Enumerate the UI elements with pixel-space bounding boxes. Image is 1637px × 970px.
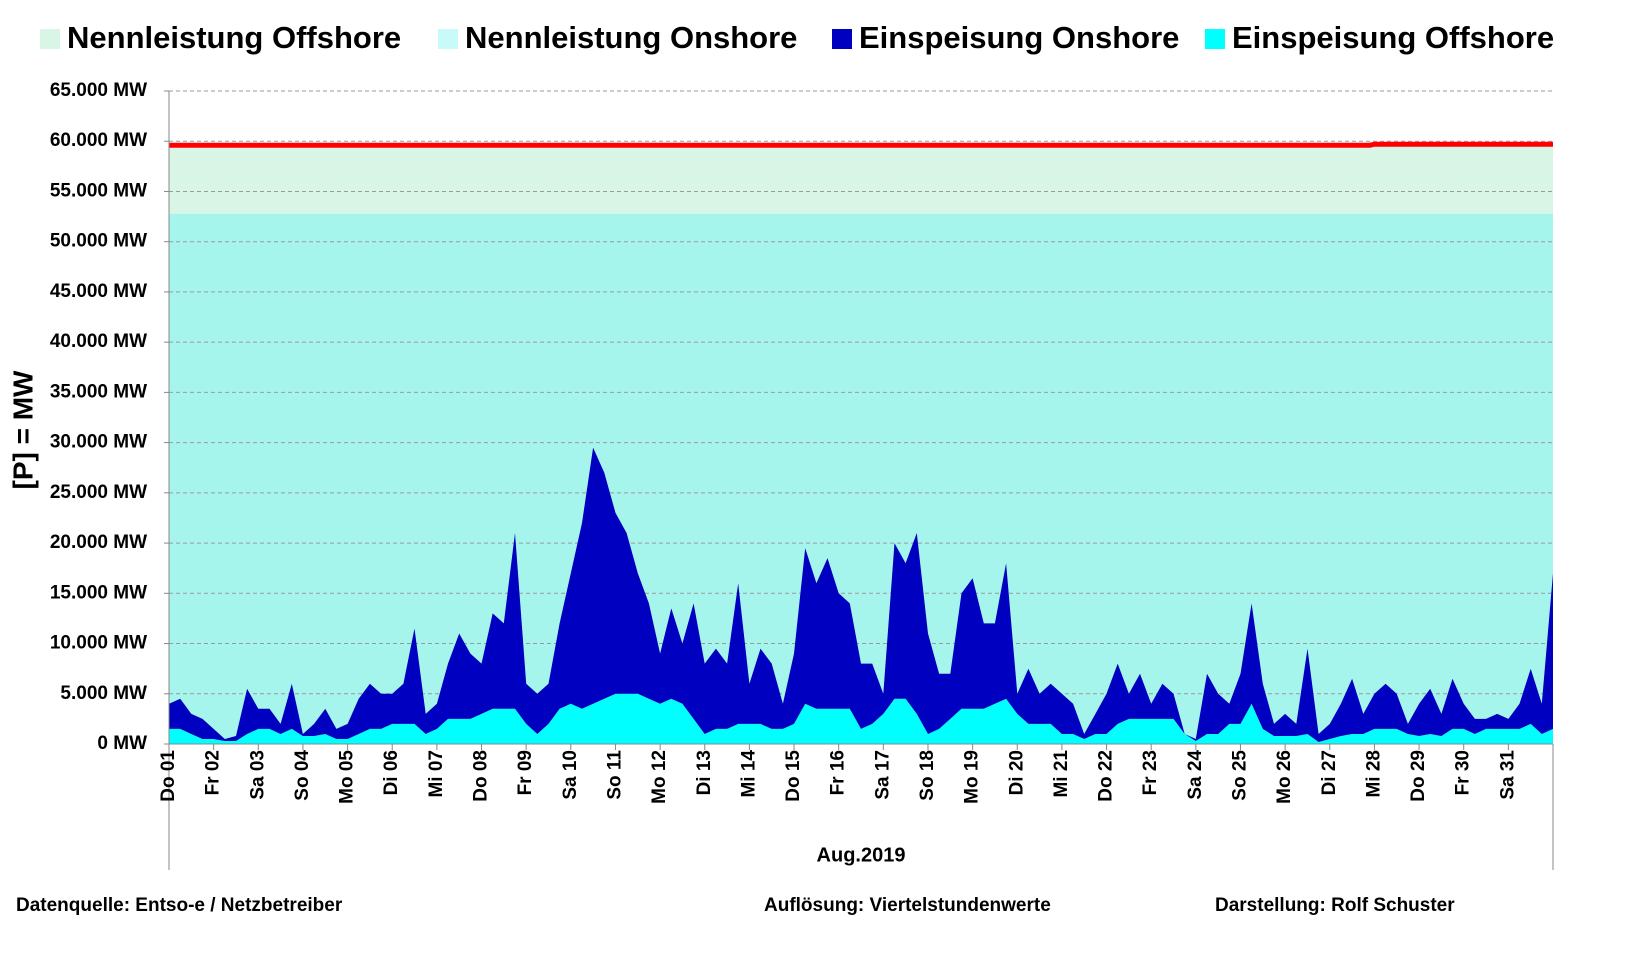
capacity-area (169, 144, 1553, 214)
x-tick-label: Sa 24 (1185, 750, 1206, 800)
y-tick-label: 15.000 MW (50, 582, 147, 603)
x-tick-label: Do 29 (1408, 750, 1429, 802)
y-tick-label: 30.000 MW (50, 432, 147, 453)
x-tick-label: Di 27 (1319, 750, 1340, 795)
y-tick-label: 40.000 MW (50, 331, 147, 352)
x-tick-label: Fr 09 (515, 750, 536, 795)
x-tick-label: Do 22 (1096, 750, 1117, 802)
y-tick-label: 5.000 MW (60, 683, 147, 704)
y-tick-label: 25.000 MW (50, 482, 147, 503)
x-tick-label: So 04 (292, 750, 313, 801)
feed-in-area (169, 447, 1553, 742)
y-tick-label: 45.000 MW (50, 281, 147, 302)
legend-swatch (832, 29, 852, 49)
x-tick-label: Di 20 (1006, 750, 1027, 795)
y-tick-label: 35.000 MW (50, 381, 147, 402)
x-tick-label: Sa 03 (247, 750, 268, 800)
y-tick-label: 50.000 MW (50, 231, 147, 252)
x-tick-label: Mi 14 (738, 750, 759, 798)
x-tick-label: Sa 31 (1497, 750, 1518, 800)
legend-label: Einspeisung Offshore (1232, 20, 1554, 55)
x-tick-label: Mi 07 (426, 750, 447, 798)
x-tick-label: Do 01 (158, 750, 179, 802)
x-tick-label: Fr 02 (203, 750, 224, 795)
legend-label: Nennleistung Onshore (465, 20, 797, 55)
x-tick-label: Mo 05 (337, 750, 358, 804)
y-tick-label: 20.000 MW (50, 532, 147, 553)
x-tick-label: Sa 10 (560, 750, 581, 800)
legend-label: Nennleistung Offshore (67, 20, 401, 55)
legend-swatch (438, 29, 458, 49)
legend-label: Einspeisung Onshore (859, 20, 1179, 55)
x-tick-label: Sa 17 (872, 750, 893, 800)
x-tick-label: Di 06 (381, 750, 402, 795)
feed-in-area (169, 693, 1553, 744)
x-tick-label: Mo 19 (962, 750, 983, 804)
legend-swatch (1205, 29, 1225, 49)
y-tick-label: 55.000 MW (50, 180, 147, 201)
x-tick-label: Mo 12 (649, 750, 670, 804)
x-tick-label: Do 08 (471, 750, 492, 802)
y-axis-label: [P] = MW (7, 370, 38, 490)
x-tick-label: Di 13 (694, 750, 715, 795)
x-tick-label: So 18 (917, 750, 938, 801)
y-tick-label: 10.000 MW (50, 633, 147, 654)
x-tick-label: Mi 21 (1051, 750, 1072, 798)
y-tick-label: 65.000 MW (50, 80, 147, 101)
x-tick-label: Mo 26 (1274, 750, 1295, 804)
x-tick-label: So 25 (1229, 750, 1250, 801)
capacity-line (169, 141, 1553, 148)
y-tick-label: 60.000 MW (50, 130, 147, 151)
x-tick-label: Fr 16 (828, 750, 849, 795)
x-tick-label: Fr 30 (1453, 750, 1474, 795)
x-tick-label: So 11 (604, 750, 625, 800)
x-axis-label: Aug.2019 (817, 844, 906, 866)
footer-source: Datenquelle: Entso-e / Netzbetreiber (16, 895, 343, 916)
x-tick-label: Do 15 (783, 750, 804, 802)
x-tick-label: Fr 23 (1140, 750, 1161, 795)
y-tick-label: 0 MW (97, 733, 147, 754)
footer-author: Darstellung: Rolf Schuster (1215, 895, 1455, 916)
legend-swatch (40, 29, 60, 49)
x-tick-label: Mi 28 (1363, 750, 1384, 798)
footer-resolution: Auflösung: Viertelstundenwerte (764, 895, 1051, 916)
